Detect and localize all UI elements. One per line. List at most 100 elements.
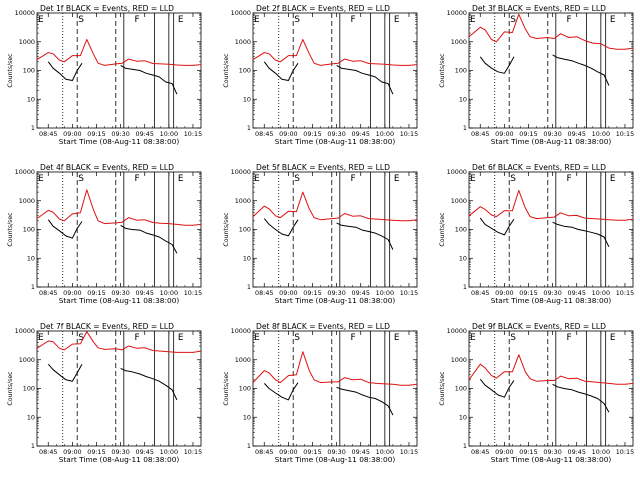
chart-panel-5f: Det 5f BLACK = Events, RED = LLD 1 10 100 10… — [223, 163, 418, 305]
interval-marker: F — [134, 174, 139, 184]
y-tick-label: 1000 — [451, 356, 467, 364]
y-tick-label: 10000 — [15, 327, 35, 335]
interval-marker: S — [510, 333, 516, 343]
x-tick-label: 09:45 — [136, 130, 154, 138]
y-axis-label: Counts/sec — [439, 371, 446, 406]
interval-marker: S — [510, 174, 516, 184]
interval-marker: E — [394, 15, 400, 25]
series-line-lld — [252, 39, 418, 66]
series-line-lld — [36, 331, 202, 353]
interval-marker: E — [394, 174, 400, 184]
x-tick-label: 10:00 — [592, 130, 610, 138]
x-tick-label: 09:15 — [87, 130, 105, 138]
y-tick-label: 10000 — [231, 168, 251, 176]
y-axis-label: Counts/sec — [223, 53, 230, 88]
interval-marker: E — [470, 174, 476, 184]
y-tick-label: 100 — [455, 67, 467, 75]
x-tick-label: 09:45 — [352, 130, 370, 138]
panel-title: Det 5f BLACK = Events, RED = LLD — [256, 163, 390, 172]
panel-title: Det 4f BLACK = Events, RED = LLD — [40, 163, 174, 172]
y-tick-label: 100 — [239, 67, 251, 75]
y-tick-label: 100 — [239, 226, 251, 234]
interval-marker: E — [254, 15, 260, 25]
series-line-events — [120, 64, 178, 95]
series-line-events — [47, 363, 83, 382]
panel-title: Det 7f BLACK = Events, RED = LLD — [40, 322, 174, 331]
interval-marker: E — [610, 15, 616, 25]
x-tick-label: 09:00 — [279, 448, 297, 456]
interval-marker: E — [470, 15, 476, 25]
series-line-events — [47, 61, 83, 81]
interval-marker: S — [294, 333, 300, 343]
y-tick-label: 10 — [27, 95, 35, 103]
y-tick-label: 1000 — [235, 197, 251, 205]
series-line-events — [552, 383, 610, 413]
x-tick-label: 10:15 — [184, 448, 202, 456]
series-line-events — [552, 221, 610, 248]
x-tick-label: 08:45 — [255, 130, 273, 138]
y-tick-label: 10000 — [15, 9, 35, 17]
x-axis-label: Start Time (08-Aug-11 08:38:00) — [491, 137, 612, 146]
x-tick-label: 09:30 — [327, 448, 345, 456]
x-tick-label: 09:30 — [543, 448, 561, 456]
chart-panel-1f: Det 1f BLACK = Events, RED = LLD 1 10 100 10… — [7, 4, 202, 146]
y-tick-label: 10 — [27, 254, 35, 262]
plot-frame — [36, 12, 202, 129]
x-tick-label: 08:45 — [471, 289, 489, 297]
x-axis-label: Start Time (08-Aug-11 08:38:00) — [59, 296, 180, 305]
y-tick-label: 10000 — [231, 327, 251, 335]
series-line-events — [263, 61, 299, 81]
interval-marker: E — [38, 174, 44, 184]
x-tick-label: 09:30 — [111, 448, 129, 456]
x-tick-label: 09:15 — [519, 289, 537, 297]
x-tick-label: 10:00 — [592, 448, 610, 456]
plot-frame — [252, 12, 418, 129]
x-tick-label: 10:00 — [376, 130, 394, 138]
x-tick-label: 08:45 — [255, 448, 273, 456]
x-tick-label: 10:15 — [400, 289, 418, 297]
interval-marker: E — [178, 333, 184, 343]
series-line-lld — [252, 191, 418, 222]
y-tick-label: 10 — [243, 413, 251, 421]
y-tick-label: 1 — [247, 442, 251, 450]
x-axis-label: Start Time (08-Aug-11 08:38:00) — [275, 137, 396, 146]
y-tick-label: 10000 — [447, 327, 467, 335]
y-tick-label: 10000 — [447, 168, 467, 176]
y-tick-label: 1 — [247, 124, 251, 132]
y-tick-label: 1000 — [19, 197, 35, 205]
chart-panel-3f: Det 3f BLACK = Events, RED = LLD 1 10 100 10… — [439, 4, 634, 146]
panel-title: Det 6f BLACK = Events, RED = LLD — [472, 163, 606, 172]
plot-frame — [252, 171, 418, 288]
y-axis-label: Counts/sec — [7, 53, 14, 88]
interval-marker: E — [178, 174, 184, 184]
plot-frame — [468, 330, 634, 447]
x-tick-label: 09:00 — [63, 289, 81, 297]
x-tick-label: 09:45 — [136, 448, 154, 456]
y-tick-label: 10000 — [447, 9, 467, 17]
chart-panel-2f: Det 2f BLACK = Events, RED = LLD 1 10 100 10… — [223, 4, 418, 146]
x-tick-label: 09:45 — [568, 289, 586, 297]
x-tick-label: 08:45 — [39, 448, 57, 456]
x-axis-label: Start Time (08-Aug-11 08:38:00) — [275, 455, 396, 464]
y-tick-label: 10 — [459, 413, 467, 421]
y-tick-label: 1 — [31, 442, 35, 450]
y-tick-label: 100 — [455, 226, 467, 234]
x-tick-label: 09:00 — [279, 289, 297, 297]
x-tick-label: 09:15 — [519, 130, 537, 138]
x-tick-label: 08:45 — [255, 289, 273, 297]
y-tick-label: 1000 — [451, 38, 467, 46]
interval-marker: S — [78, 15, 84, 25]
x-tick-label: 09:30 — [327, 130, 345, 138]
x-tick-label: 10:00 — [160, 289, 178, 297]
interval-marker: S — [294, 15, 300, 25]
y-tick-label: 100 — [23, 67, 35, 75]
x-tick-label: 09:30 — [543, 289, 561, 297]
y-tick-label: 10 — [459, 254, 467, 262]
interval-marker: E — [254, 333, 260, 343]
x-tick-label: 09:45 — [352, 448, 370, 456]
x-tick-label: 09:30 — [543, 130, 561, 138]
y-tick-label: 1 — [31, 283, 35, 291]
series-line-lld — [468, 189, 634, 221]
x-tick-label: 10:00 — [376, 448, 394, 456]
x-tick-label: 10:15 — [616, 289, 634, 297]
